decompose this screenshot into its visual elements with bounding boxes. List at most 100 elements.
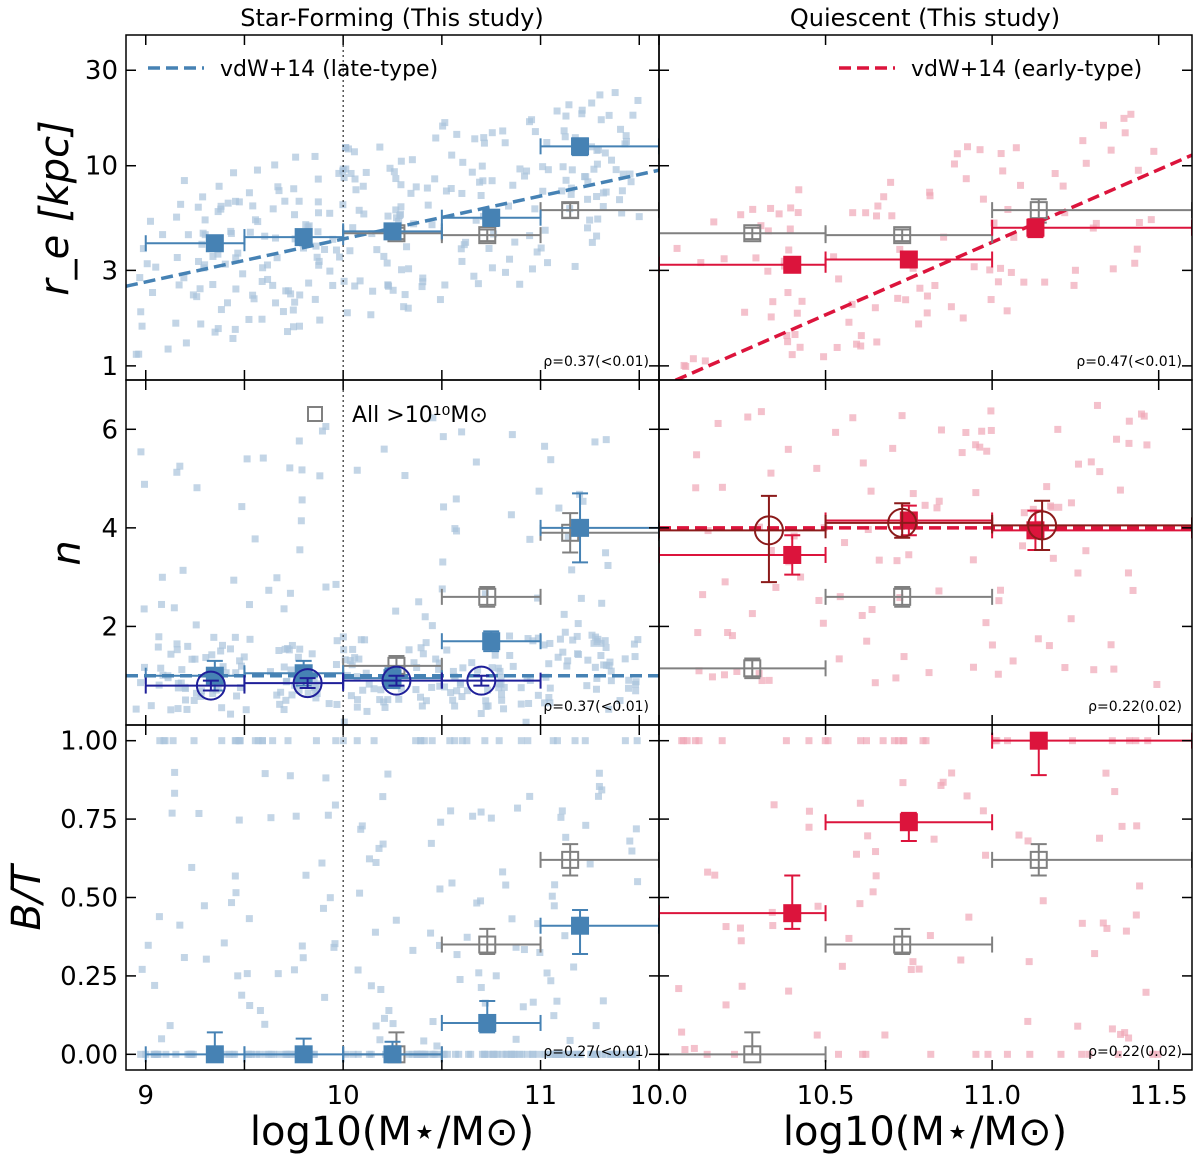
population-point: [508, 915, 516, 923]
population-point: [805, 807, 813, 815]
population-point: [577, 594, 585, 602]
population-point: [314, 228, 322, 236]
population-point: [218, 641, 226, 649]
population-point: [180, 274, 188, 282]
population-point: [978, 427, 986, 435]
population-point: [502, 881, 510, 889]
population-point: [545, 694, 553, 702]
population-point: [845, 318, 853, 326]
population-point: [305, 222, 313, 230]
population-point: [566, 1036, 574, 1044]
population-point: [332, 580, 340, 588]
legend-all-label: All >10¹⁰M⊙: [352, 403, 488, 428]
population-point: [176, 462, 184, 470]
population-point: [864, 832, 872, 840]
population-point: [311, 152, 319, 160]
population-point: [322, 423, 330, 431]
population-point: [195, 257, 203, 265]
population-point: [389, 286, 397, 294]
population-point: [419, 274, 427, 282]
all-mass-marker: [743, 659, 762, 678]
population-point: [533, 248, 541, 256]
binned-median-marker: [783, 545, 802, 564]
population-point: [429, 1018, 437, 1026]
population-point: [1041, 278, 1049, 286]
population-point: [937, 781, 945, 789]
population-point: [167, 706, 175, 714]
population-point: [916, 284, 924, 292]
population-point: [321, 245, 329, 253]
population-point: [1153, 680, 1161, 688]
population-point: [601, 637, 609, 645]
population-point: [367, 982, 375, 990]
population-point: [940, 233, 948, 241]
population-point: [494, 664, 502, 672]
population-point: [220, 939, 228, 947]
population-point: [329, 235, 337, 243]
population-point: [868, 606, 876, 614]
population-point: [418, 702, 426, 710]
population-point: [1114, 1050, 1122, 1058]
population-point: [979, 807, 987, 815]
population-point: [424, 201, 432, 209]
population-point: [923, 292, 931, 300]
population-point: [236, 684, 244, 692]
population-point: [418, 283, 426, 291]
population-point: [784, 338, 792, 346]
population-point: [356, 277, 364, 285]
population-point: [140, 480, 148, 488]
population-point: [600, 661, 608, 669]
population-point: [499, 127, 507, 135]
population-point: [331, 940, 339, 948]
population-point: [298, 496, 306, 504]
population-point: [246, 228, 254, 236]
population-point: [282, 696, 290, 704]
population-point: [1043, 483, 1051, 491]
population-point: [697, 259, 705, 267]
population-point: [284, 645, 292, 653]
population-point: [251, 535, 259, 543]
bulge-fit-point: [659, 494, 827, 584]
binned-median-marker: [294, 1045, 313, 1064]
population-point: [633, 737, 641, 745]
population-point: [784, 445, 792, 453]
population-point: [488, 664, 496, 672]
population-point: [295, 437, 303, 445]
population-point: [500, 683, 508, 691]
population-point: [400, 303, 408, 311]
population-point: [353, 673, 361, 681]
population-point: [701, 357, 709, 365]
population-point: [437, 818, 445, 826]
population-point: [237, 662, 245, 670]
population-point: [420, 1037, 428, 1045]
population-point: [586, 216, 594, 224]
population-point: [591, 663, 599, 671]
population-point: [570, 963, 578, 971]
population-point: [143, 260, 151, 268]
population-point: [401, 291, 409, 299]
population-point: [898, 412, 906, 420]
binned-median-point: [342, 1040, 443, 1064]
population-point: [594, 792, 602, 800]
population-point: [711, 871, 719, 879]
population-point: [440, 503, 448, 511]
population-point: [562, 833, 570, 841]
bulge-fit-point: [243, 668, 345, 699]
population-point: [1092, 219, 1100, 227]
population-point: [267, 814, 275, 822]
population-point: [219, 663, 227, 671]
population-point: [995, 597, 1003, 605]
population-point: [573, 632, 581, 640]
population-point: [1009, 657, 1017, 665]
population-point: [1120, 114, 1128, 122]
population-point: [611, 89, 619, 97]
population-point: [180, 177, 188, 185]
population-point: [361, 636, 369, 644]
population-point: [590, 639, 598, 647]
population-point: [518, 1050, 526, 1058]
population-point: [1024, 837, 1032, 845]
population-point: [596, 91, 604, 99]
population-point: [428, 622, 436, 630]
population-point: [1061, 209, 1069, 217]
